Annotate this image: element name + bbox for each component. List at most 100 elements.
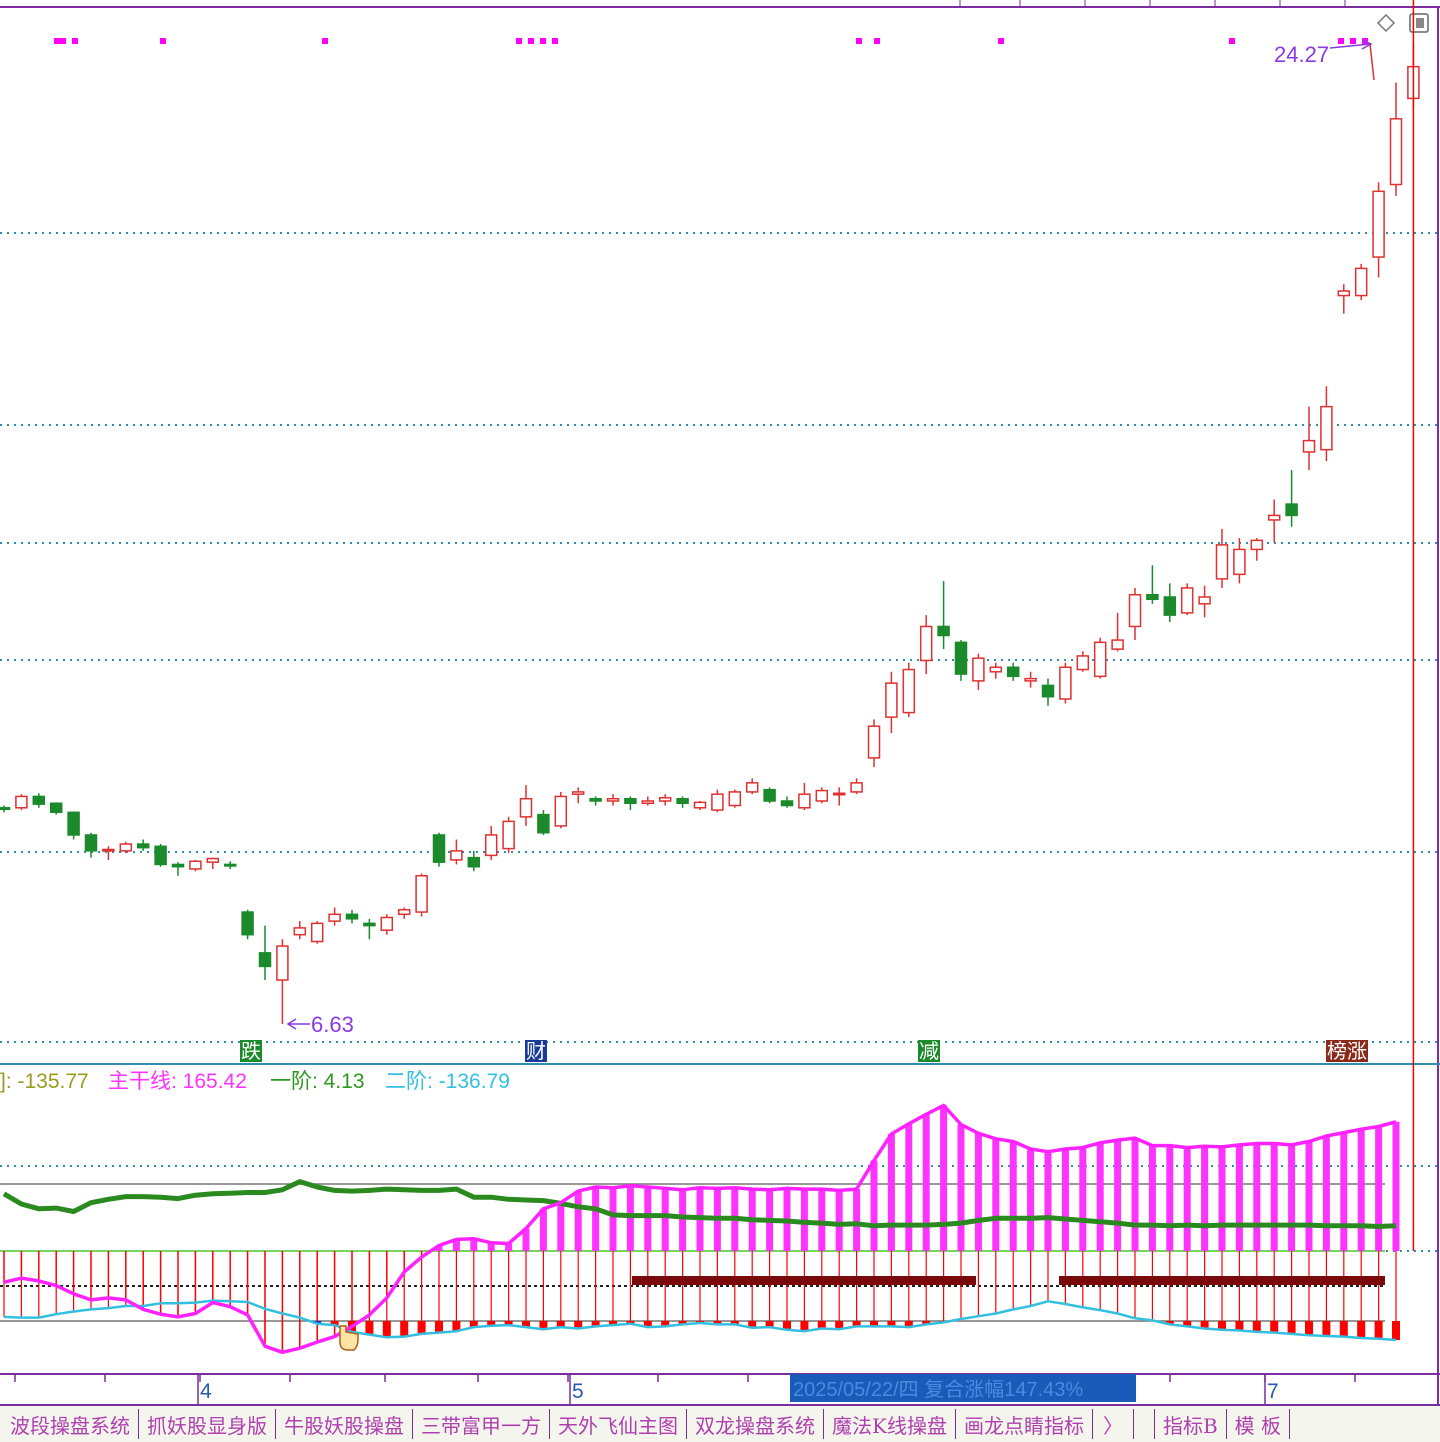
window-restore-icon-inner	[1416, 18, 1424, 28]
candle-body	[1250, 539, 1264, 551]
indicator-tab[interactable]: 波段操盘系统	[0, 1409, 139, 1439]
main-histogram-bar	[452, 1239, 460, 1251]
signal-dot	[60, 38, 66, 44]
candle-body	[1146, 593, 1159, 601]
candle-body	[589, 797, 602, 802]
event-tag-text: 榜涨	[1327, 1039, 1367, 1063]
event-tag-bg	[240, 1040, 262, 1062]
main-histogram-bar	[574, 1191, 582, 1251]
candle-body	[345, 913, 359, 920]
indicator-legend-item: 主干线: 165.42	[108, 1070, 247, 1093]
main-histogram-bar	[487, 1242, 495, 1251]
main-histogram-bar	[1288, 1144, 1296, 1251]
lower-histogram-bar	[730, 1321, 739, 1325]
main-histogram-bar	[1357, 1129, 1365, 1251]
lower-histogram-bar	[887, 1321, 896, 1327]
indicator-legend-item: 一阶: 4.13	[270, 1070, 365, 1093]
main-histogram-bar	[522, 1228, 530, 1251]
main-histogram-bar	[1305, 1141, 1313, 1251]
main-histogram-bar	[1009, 1141, 1017, 1251]
candle-body	[832, 792, 846, 796]
lower-histogram-bar	[1200, 1321, 1209, 1329]
signal-dot	[516, 38, 522, 44]
candle-body	[1267, 514, 1281, 521]
lower-histogram-bar	[626, 1321, 635, 1324]
signal-dot	[856, 38, 862, 44]
signal-dot	[874, 38, 880, 44]
signal-dot	[1229, 38, 1235, 44]
main-histogram-bar	[470, 1238, 478, 1251]
event-tag-bg	[1326, 1040, 1368, 1062]
candle-body	[1233, 548, 1246, 576]
lower-histogram-bar	[365, 1321, 374, 1335]
candle-body	[1076, 655, 1090, 671]
candle-body	[363, 922, 376, 927]
high-wick-ext	[1369, 43, 1375, 81]
indicator-tab[interactable]: 指标B	[1155, 1409, 1227, 1439]
candle-body	[1006, 666, 1020, 678]
signal-dot	[1338, 38, 1344, 44]
candle-body	[1128, 593, 1142, 628]
lower-histogram-bar	[522, 1321, 530, 1328]
lower-histogram-bar	[487, 1321, 496, 1326]
main-histogram-bar	[1218, 1146, 1226, 1251]
candle-body	[1059, 666, 1072, 700]
high-arrow-icon	[1329, 39, 1373, 50]
candle-body	[1320, 405, 1333, 451]
indicator-legend-item: 二阶: -136.79	[385, 1070, 510, 1093]
cursor-info-text: 2025/05/22/四 复合涨幅147.43%	[793, 1378, 1083, 1401]
main-histogram-bar	[644, 1187, 652, 1251]
main-histogram-bar	[870, 1160, 878, 1251]
event-tag-text: 跌	[241, 1039, 261, 1063]
lower-histogram-bar	[469, 1321, 478, 1328]
lower-histogram-bar	[1374, 1321, 1383, 1339]
lower-histogram-bar	[1270, 1321, 1279, 1333]
indicator-tab[interactable]: 天外飞仙主图	[550, 1409, 687, 1439]
candle-body	[885, 682, 898, 718]
candle-body	[554, 795, 568, 827]
signal-dot	[54, 38, 60, 44]
main-histogram-bar	[592, 1187, 600, 1251]
indicator-tab[interactable]: 双龙操盘系统	[687, 1409, 824, 1439]
indicator-tab[interactable]: 三带富甲一方	[413, 1409, 550, 1439]
signal-dot	[998, 38, 1004, 44]
candle-body	[676, 797, 689, 805]
candle-body	[763, 788, 776, 802]
signal-dot	[322, 38, 328, 44]
indicator-tab[interactable]: 魔法K线操盘	[824, 1409, 956, 1439]
candle-body	[606, 797, 620, 802]
main-histogram-bar	[905, 1123, 913, 1251]
indicator-tab[interactable]: 牛股妖股操盘	[276, 1409, 413, 1439]
candle-body	[1354, 267, 1368, 297]
indicator-tab[interactable]: 画龙点睛指标	[956, 1409, 1093, 1439]
tab-scroll-right-button[interactable]: 〉	[1093, 1409, 1134, 1439]
lower-histogram-bar	[904, 1321, 913, 1328]
candle-body	[32, 795, 46, 805]
lower-histogram-bar	[765, 1321, 774, 1328]
candle-body	[154, 845, 167, 866]
main-histogram-bar	[1183, 1147, 1191, 1251]
candle-body	[258, 952, 272, 968]
signal-dots	[54, 38, 1368, 44]
main-histogram-bar	[1131, 1138, 1139, 1251]
candle-body	[49, 802, 63, 814]
indicator-tab[interactable]: 模 板	[1227, 1409, 1291, 1439]
candle-body	[780, 800, 794, 807]
lower-histogram-bar	[783, 1321, 791, 1330]
lower-histogram-bar	[504, 1321, 513, 1326]
candle-body	[276, 945, 289, 981]
lower-histogram-bar	[1165, 1321, 1174, 1325]
main-histogram-bar	[1079, 1147, 1087, 1251]
candle-body	[206, 857, 220, 863]
main-histogram-bar	[1322, 1136, 1330, 1251]
candle-body	[102, 848, 115, 852]
candle-body	[972, 657, 985, 682]
main-histogram-bar	[1253, 1143, 1261, 1251]
candle-body	[450, 850, 463, 861]
lower-histogram-bar	[870, 1321, 878, 1327]
second-order-line	[3, 1299, 1397, 1342]
stock-chart[interactable]: 24.27 6.63 跌 财 减 榜涨 ]: -135.77 主干线: 165.42 一阶: …	[0, 0, 1440, 1404]
candle-body	[954, 641, 968, 675]
indicator-tab[interactable]: 抓妖股显身版	[139, 1409, 276, 1439]
main-histogram-bar	[853, 1189, 861, 1251]
